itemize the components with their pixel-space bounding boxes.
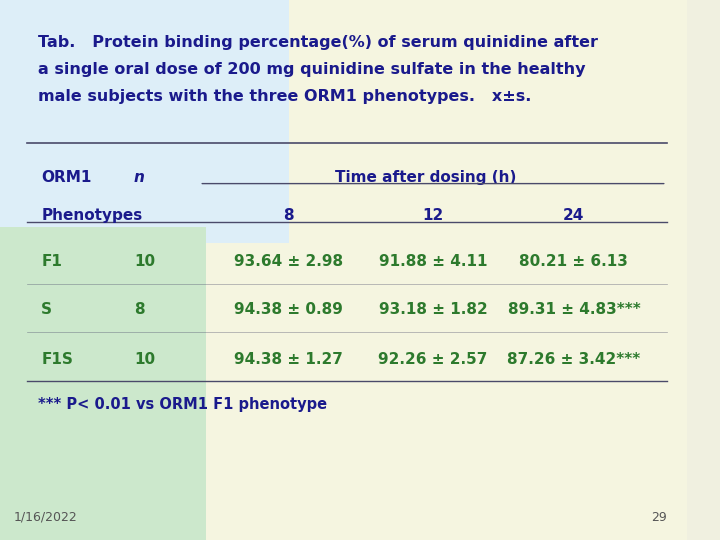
Text: Time after dosing (h): Time after dosing (h) — [336, 170, 517, 185]
Text: *** P< 0.01 vs ORM1 F1 phenotype: *** P< 0.01 vs ORM1 F1 phenotype — [38, 397, 327, 412]
Text: 24: 24 — [563, 208, 585, 223]
FancyBboxPatch shape — [0, 0, 289, 243]
Text: 93.64 ± 2.98: 93.64 ± 2.98 — [234, 254, 343, 269]
FancyBboxPatch shape — [0, 227, 206, 540]
Text: 80.21 ± 6.13: 80.21 ± 6.13 — [519, 254, 629, 269]
Text: 12: 12 — [423, 208, 444, 223]
Text: Tab.   Protein binding percentage(%) of serum quinidine after: Tab. Protein binding percentage(%) of se… — [38, 35, 598, 50]
Text: F1S: F1S — [41, 352, 73, 367]
Text: 93.18 ± 1.82: 93.18 ± 1.82 — [379, 302, 487, 318]
Text: 1/16/2022: 1/16/2022 — [14, 511, 78, 524]
Text: 10: 10 — [134, 254, 155, 269]
Text: 89.31 ± 4.83***: 89.31 ± 4.83*** — [508, 302, 640, 318]
Text: S: S — [41, 302, 53, 318]
Text: 10: 10 — [134, 352, 155, 367]
Text: F1: F1 — [41, 254, 62, 269]
Text: ORM1: ORM1 — [41, 170, 91, 185]
Text: 94.38 ± 1.27: 94.38 ± 1.27 — [234, 352, 343, 367]
FancyBboxPatch shape — [0, 0, 688, 540]
Text: 8: 8 — [284, 208, 294, 223]
Text: Phenotypes: Phenotypes — [41, 208, 143, 223]
Text: 92.26 ± 2.57: 92.26 ± 2.57 — [378, 352, 487, 367]
Text: n: n — [134, 170, 145, 185]
Text: 87.26 ± 3.42***: 87.26 ± 3.42*** — [508, 352, 641, 367]
Text: 94.38 ± 0.89: 94.38 ± 0.89 — [234, 302, 343, 318]
Text: 29: 29 — [651, 511, 667, 524]
Text: 8: 8 — [134, 302, 145, 318]
Text: male subjects with the three ORM1 phenotypes.   x±s.: male subjects with the three ORM1 phenot… — [38, 89, 531, 104]
Text: 91.88 ± 4.11: 91.88 ± 4.11 — [379, 254, 487, 269]
Text: a single oral dose of 200 mg quinidine sulfate in the healthy: a single oral dose of 200 mg quinidine s… — [38, 62, 585, 77]
